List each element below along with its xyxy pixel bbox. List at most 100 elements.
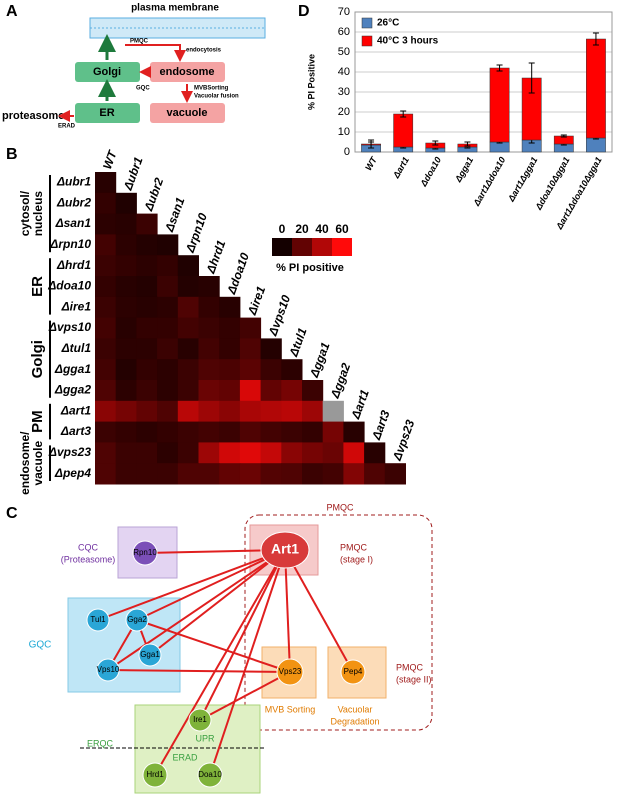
heat-cell	[136, 276, 158, 298]
heat-cell	[95, 442, 117, 464]
panel-b: B % PI positive Δubr1Δubr2Δsan1Δrpn10Δhr…	[6, 146, 418, 495]
row-label: Δtul1	[61, 341, 92, 355]
heat-cell	[95, 234, 117, 256]
heat-cell	[115, 380, 137, 402]
er-box	[75, 103, 140, 123]
heat-cell	[95, 255, 117, 277]
node-label: vacuole	[167, 107, 208, 119]
heat-cell	[281, 442, 303, 464]
heat-cell	[260, 338, 282, 360]
row-label: Δsan1	[55, 216, 92, 230]
node-label: Gga2	[127, 615, 147, 624]
group-label: ER	[29, 276, 46, 297]
heat-cell	[95, 380, 117, 402]
column-label: Δgga1	[307, 340, 333, 380]
pmqc-box	[244, 514, 433, 731]
error-bar	[464, 141, 471, 147]
edge	[284, 549, 354, 673]
row-label: Δart1	[60, 403, 91, 417]
heat-cell	[239, 400, 262, 423]
row-label: Δvps10	[48, 320, 91, 334]
heat-cell	[95, 463, 117, 485]
heat-cell	[343, 442, 365, 464]
heat-cell	[239, 463, 262, 485]
x-tick-label: Δdoa10	[418, 155, 443, 189]
heat-cell	[136, 463, 158, 485]
y-tick-label: 40	[338, 66, 350, 78]
heat-cell	[177, 255, 199, 277]
node-label: proteasome	[2, 110, 64, 122]
heat-cell	[115, 421, 137, 443]
heat-cell	[95, 338, 117, 360]
heat-cell	[95, 172, 117, 194]
node-label: Vps23	[279, 667, 302, 676]
scale-swatch	[332, 238, 352, 256]
row-label: Δgga1	[54, 362, 91, 376]
scale-label: 20	[295, 222, 309, 236]
heat-cell	[198, 442, 220, 464]
heat-cell	[281, 463, 303, 485]
scale-label: 60	[335, 222, 349, 236]
heat-cell	[198, 421, 220, 443]
column-label: Δvps10	[265, 293, 293, 339]
heat-cell	[136, 213, 158, 235]
edge-label: PMQC	[130, 39, 149, 45]
group-label: (Proteasome)	[61, 554, 116, 564]
heat-cell	[157, 338, 179, 360]
heat-cell	[115, 255, 137, 277]
heat-cell	[177, 421, 199, 443]
node-label: Golgi	[93, 66, 121, 78]
group-label: ERQC	[87, 738, 114, 748]
node-label: Tul1	[90, 615, 106, 624]
node	[132, 540, 158, 566]
edge-label: endocytosis	[186, 48, 222, 54]
panel-label: C	[6, 505, 18, 522]
heat-cell	[302, 380, 324, 402]
node-label: Vps10	[97, 665, 120, 674]
edge	[199, 671, 291, 721]
heat-cell	[198, 317, 220, 339]
bar-segment	[586, 137, 606, 153]
node	[276, 658, 304, 686]
bar-segment	[393, 113, 414, 148]
heat-cell	[115, 442, 137, 464]
heat-cell	[364, 463, 386, 485]
node-label: Art1	[271, 541, 299, 557]
row-label: Δrpn10	[49, 237, 91, 251]
y-axis-title: % PI Positive	[306, 54, 316, 110]
heat-cell	[95, 421, 117, 443]
heat-cell	[136, 255, 158, 277]
y-tick-label: 20	[338, 106, 350, 118]
column-label: WT	[100, 147, 120, 171]
heat-cell	[219, 359, 241, 381]
column-label: Δart3	[369, 408, 393, 442]
column-label: Δdoa10	[224, 251, 252, 297]
group-label: endosome/	[18, 431, 32, 495]
legend-swatch	[361, 17, 373, 29]
row-label: Δdoa10	[47, 279, 91, 293]
edge	[107, 549, 286, 671]
heat-cell	[115, 192, 137, 215]
group-label: vacuole	[31, 441, 45, 486]
column-label: Δhrd1	[203, 238, 228, 276]
scale-swatch	[312, 238, 332, 256]
panel-label: A	[6, 3, 18, 20]
group-label: cytosol/	[18, 190, 32, 236]
endosome-box	[150, 62, 225, 82]
group-label: PMQC	[396, 662, 424, 672]
node-label: plasma membrane	[131, 3, 219, 14]
scale-label: % PI positive	[276, 262, 344, 274]
error-bar	[592, 32, 599, 46]
heat-cell	[177, 296, 199, 319]
group-label: ERAD	[172, 752, 198, 762]
heat-cell	[260, 442, 282, 464]
node-label: endosome	[159, 66, 214, 78]
edge	[209, 549, 286, 776]
error-bar	[528, 62, 535, 94]
group-label: PMQC	[327, 502, 355, 512]
node-label: ER	[99, 107, 114, 119]
heat-cell	[95, 276, 117, 298]
node	[96, 658, 120, 682]
node-label: Doa10	[198, 770, 222, 779]
